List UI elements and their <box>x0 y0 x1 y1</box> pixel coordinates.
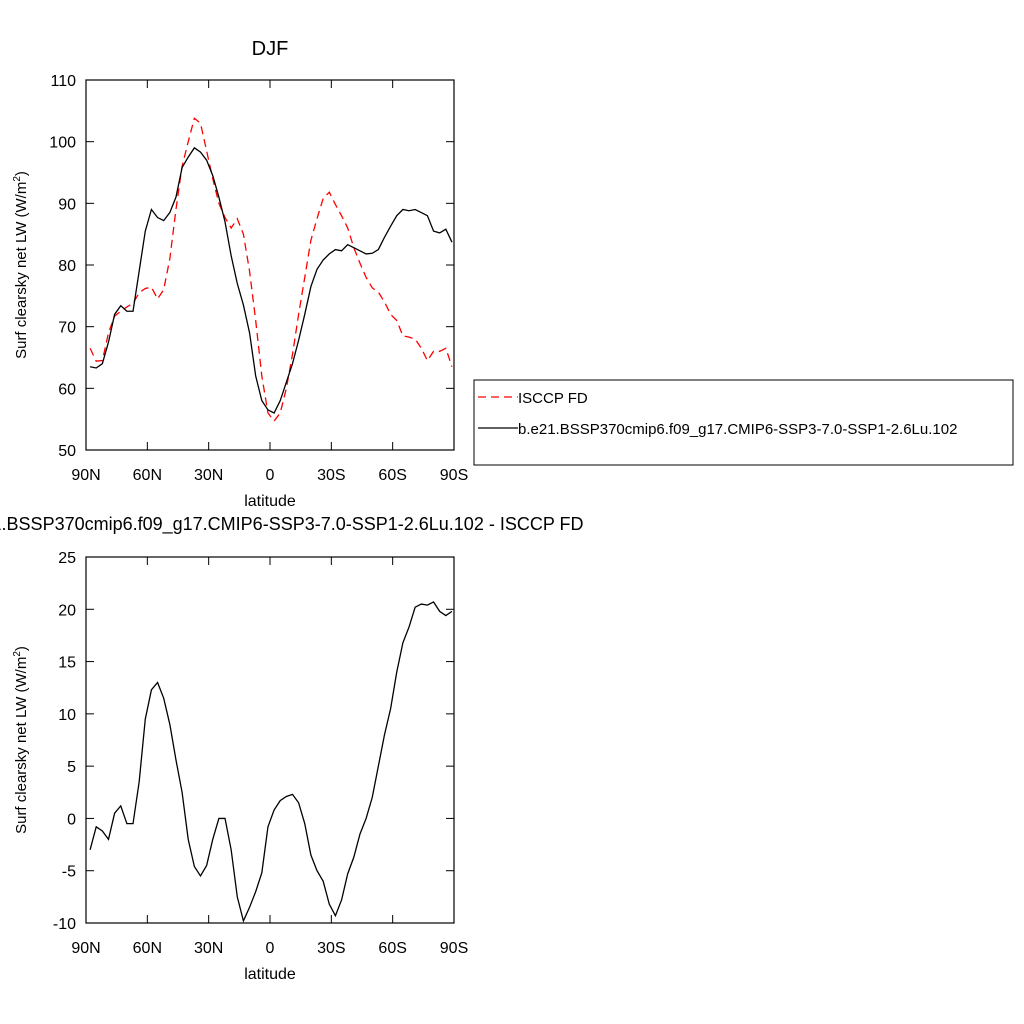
y-tick-label: -10 <box>53 916 76 933</box>
plot-area <box>89 117 453 423</box>
y-tick-label: -5 <box>62 864 76 881</box>
x-tick-label: 30S <box>317 940 345 957</box>
chart-title: b.e21.BSSP370cmip6.f09_g17.CMIP6-SSP3-7.… <box>0 514 584 535</box>
data-line <box>89 117 453 423</box>
x-axis-label: latitude <box>244 493 296 510</box>
plot-frame <box>85 79 455 451</box>
y-tick-label: 25 <box>58 550 76 567</box>
x-tick-label: 60S <box>378 940 406 957</box>
y-tick-label: 80 <box>58 258 76 275</box>
x-tick-label: 60N <box>133 940 162 957</box>
y-axis-label-part: Surf clearsky net LW (W/m <box>13 182 30 359</box>
x-tick-label: 60S <box>378 467 406 484</box>
y-tick-label: 20 <box>58 602 76 619</box>
x-tick-label: 30N <box>194 467 223 484</box>
y-axis-label-part: 2 <box>12 176 23 182</box>
data-line <box>89 146 453 414</box>
y-axis-label-part: ) <box>13 646 30 651</box>
plot-area <box>89 601 453 923</box>
x-tick-label: 0 <box>266 467 275 484</box>
legend-box <box>473 379 1014 466</box>
x-tick-label: 0 <box>266 940 275 957</box>
x-tick-label: 90S <box>440 940 468 957</box>
y-axis-label-part: ) <box>13 171 30 176</box>
y-tick-label: 10 <box>58 707 76 724</box>
y-tick-label: 60 <box>58 381 76 398</box>
y-tick-label: 0 <box>67 811 76 828</box>
legend-label: b.e21.BSSP370cmip6.f09_g17.CMIP6-SSP3-7.… <box>518 421 957 438</box>
x-tick-label: 30N <box>194 940 223 957</box>
plot-frame <box>85 556 455 924</box>
x-axis-label: latitude <box>244 966 296 983</box>
x-tick-label: 30S <box>317 467 345 484</box>
y-tick-label: 70 <box>58 320 76 337</box>
x-tick-label: 60N <box>133 467 162 484</box>
y-axis-label-part: 2 <box>12 651 23 657</box>
y-tick-label: 100 <box>49 135 76 152</box>
x-tick-label: 90S <box>440 467 468 484</box>
x-tick-label: 90N <box>71 467 100 484</box>
y-tick-label: 50 <box>58 443 76 460</box>
y-tick-label: 15 <box>58 655 76 672</box>
y-tick-label: 5 <box>67 759 76 776</box>
x-tick-label: 90N <box>71 940 100 957</box>
chart-title: DJF <box>252 38 289 60</box>
y-axis-label-part: Surf clearsky net LW (W/m <box>13 657 30 834</box>
y-axis-label: Surf clearsky net LW (W/m2) <box>12 171 30 359</box>
y-tick-label: 90 <box>58 196 76 213</box>
data-line <box>89 601 453 923</box>
y-axis-label: Surf clearsky net LW (W/m2) <box>12 646 30 834</box>
y-tick-label: 110 <box>50 73 76 90</box>
legend-label: ISCCP FD <box>518 390 588 407</box>
